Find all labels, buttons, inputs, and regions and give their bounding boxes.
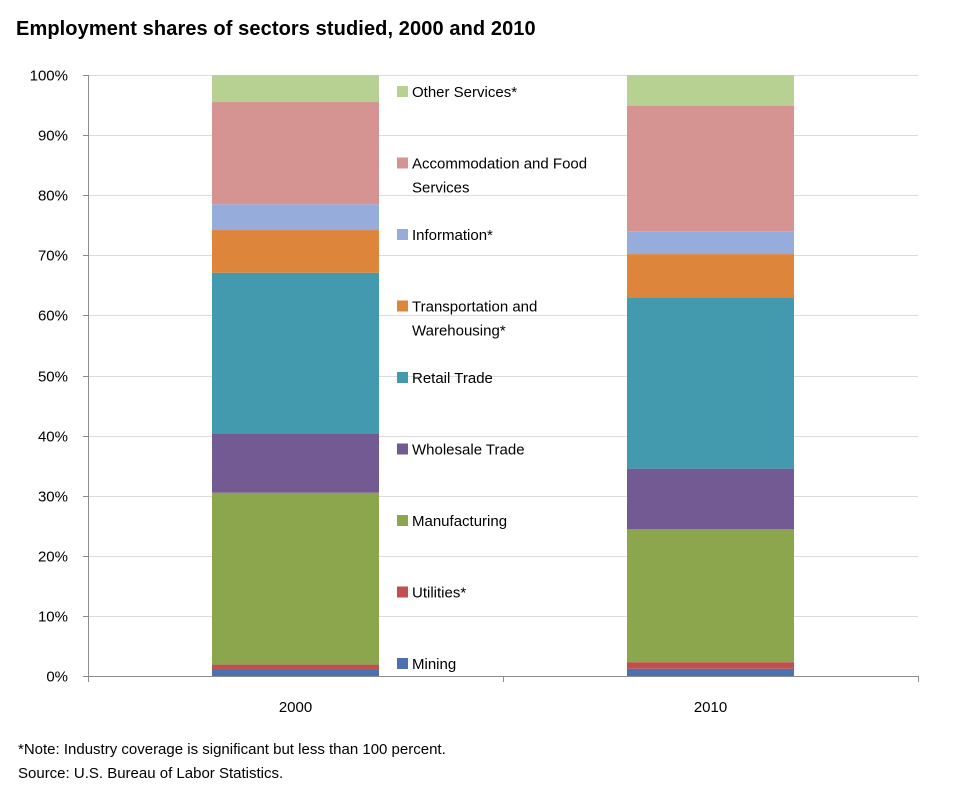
y-tick-label: 60% [38, 308, 68, 325]
y-tick-label: 40% [38, 429, 68, 446]
legend-swatch [397, 229, 408, 240]
chart-title: Employment shares of sectors studied, 20… [16, 18, 536, 40]
legend-label: Other Services* [412, 84, 517, 101]
y-tick-label: 100% [30, 68, 68, 85]
legend-label: Retail Trade [412, 370, 493, 387]
bar-segment [627, 254, 794, 298]
bar-segment [627, 662, 794, 669]
y-tick-label: 50% [38, 369, 68, 386]
legend-swatch [397, 586, 408, 598]
bar-segment [212, 492, 379, 665]
legend-swatch [397, 658, 408, 669]
legend-swatch [397, 86, 408, 97]
y-tick-label: 70% [38, 248, 68, 265]
y-tick-label: 0% [46, 669, 68, 686]
legend-label: Information* [412, 227, 493, 244]
coverage-note: *Note: Industry coverage is significant … [18, 741, 446, 758]
bar-segment [627, 297, 794, 469]
bar-segment [627, 468, 794, 530]
bar-segment [212, 102, 379, 205]
bar-segment [212, 669, 379, 676]
y-tick-label: 10% [38, 609, 68, 626]
source-note: Source: U.S. Bureau of Labor Statistics. [18, 765, 284, 782]
legend-label: Transportation and [412, 299, 537, 316]
legend-swatch [397, 443, 408, 455]
legend-swatch [397, 372, 408, 383]
legend-label: Services [412, 180, 470, 197]
bar-segment [627, 105, 794, 232]
x-tick-label: 2010 [694, 699, 727, 716]
y-tick-label: 20% [38, 549, 68, 566]
bar-segment [212, 230, 379, 273]
legend-label: Warehousing* [412, 323, 506, 340]
bar-segment [212, 433, 379, 493]
y-tick-label: 80% [38, 188, 68, 205]
legend-label: Accommodation and Food [412, 156, 587, 173]
legend-swatch [397, 515, 408, 526]
y-tick-label: 30% [38, 489, 68, 506]
bar-segment [212, 204, 379, 231]
footnote: *Note: Industry coverage is significant … [18, 738, 446, 786]
bar-segment [212, 75, 379, 103]
bar-segment [212, 664, 379, 670]
legend-label: Manufacturing [412, 513, 507, 530]
bar-segment [627, 231, 794, 255]
legend-swatch [397, 157, 408, 169]
bar-segment [627, 668, 794, 676]
y-tick-label: 90% [38, 128, 68, 145]
legend-label: Utilities* [412, 585, 466, 602]
legend-swatch [397, 300, 408, 312]
legend-label: Mining [412, 656, 456, 673]
bar-segment [627, 75, 794, 106]
legend-label: Wholesale Trade [412, 442, 525, 459]
bar-segment [627, 529, 794, 663]
bar-segment [212, 272, 379, 434]
x-tick-label: 2000 [279, 699, 312, 716]
